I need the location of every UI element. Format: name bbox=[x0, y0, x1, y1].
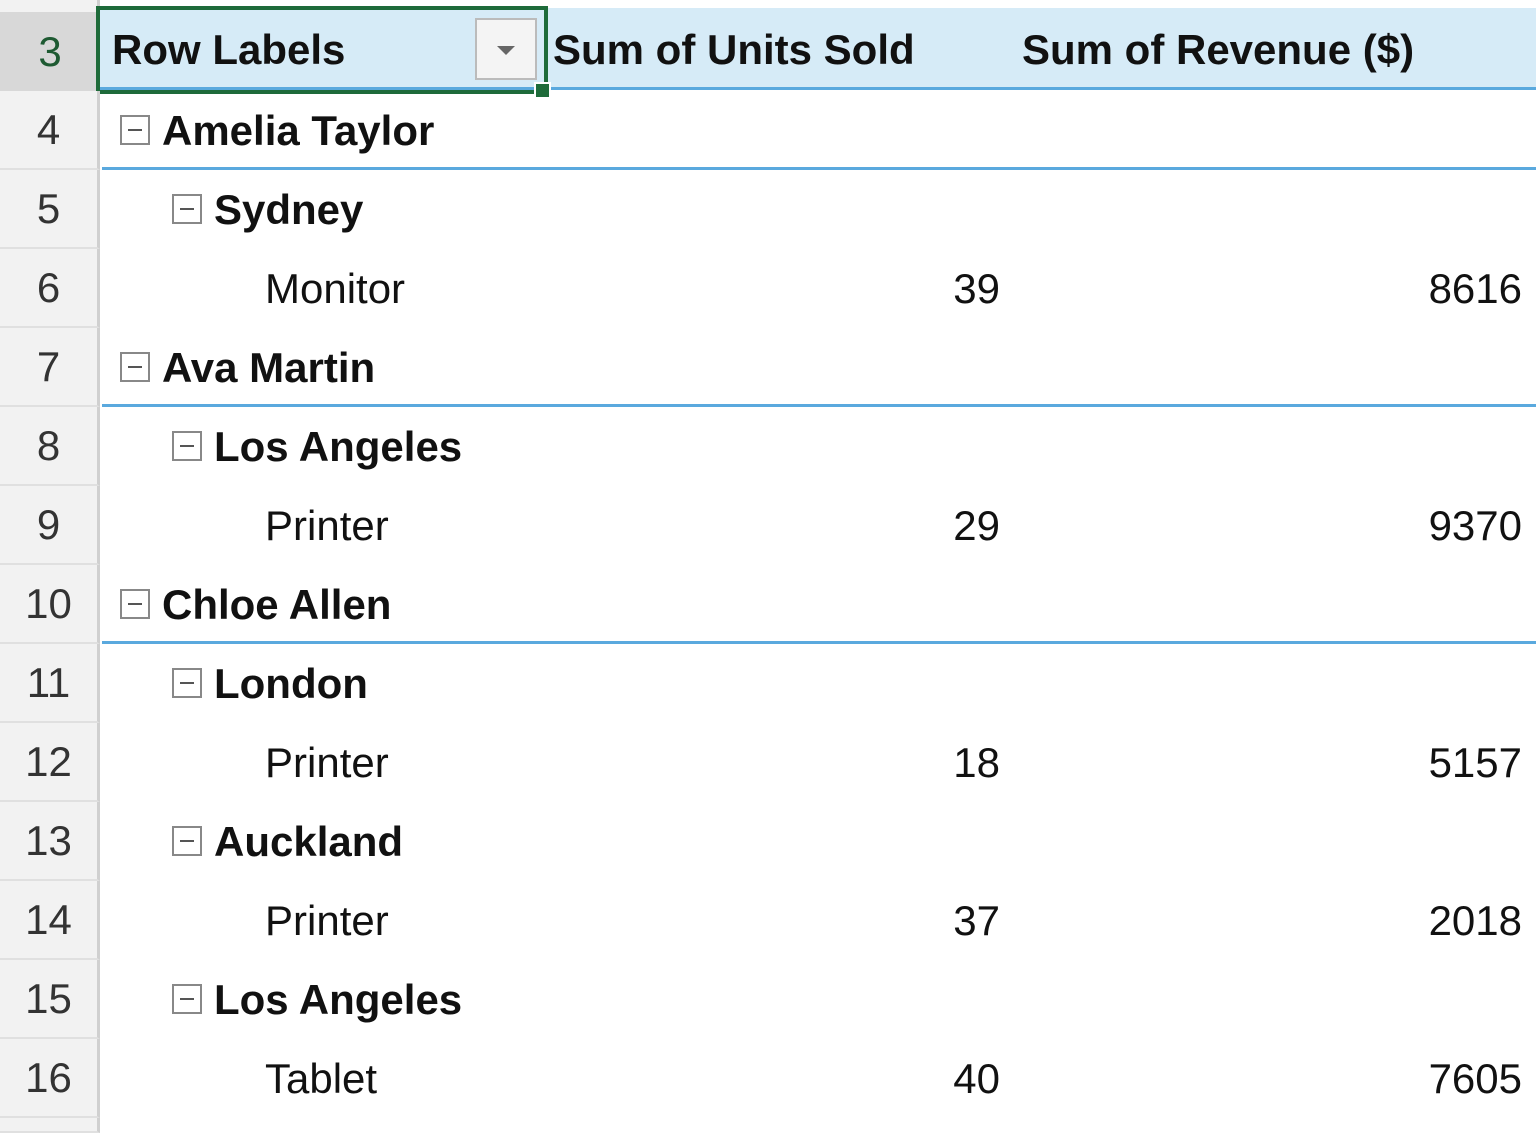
city-label: Sydney bbox=[214, 185, 364, 233]
collapse-button[interactable] bbox=[120, 115, 150, 145]
city-label: Auckland bbox=[214, 817, 404, 865]
header-revenue: Sum of Revenue ($) bbox=[1022, 26, 1415, 73]
units-value: 18 bbox=[953, 738, 1000, 786]
row-number: 6 bbox=[0, 249, 100, 328]
product-label: Printer bbox=[265, 896, 389, 944]
row-number: 10 bbox=[0, 565, 100, 644]
collapse-button[interactable] bbox=[172, 668, 202, 698]
units-value: 40 bbox=[953, 1054, 1000, 1102]
row-number: 4 bbox=[0, 91, 100, 170]
row-number: 12 bbox=[0, 723, 100, 802]
city-label: London bbox=[214, 659, 368, 707]
filter-dropdown[interactable] bbox=[475, 18, 537, 80]
row-number: 3 bbox=[38, 27, 62, 75]
seller-label: Ava Martin bbox=[162, 343, 376, 391]
row-number: 9 bbox=[0, 486, 100, 565]
row-number: 16 bbox=[0, 1039, 100, 1118]
revenue-value: 2018 bbox=[1428, 896, 1522, 944]
row-number: 11 bbox=[0, 644, 100, 723]
dropdown-arrow bbox=[497, 46, 515, 55]
selection-border bbox=[96, 6, 548, 94]
header-row-labels: Row Labels bbox=[112, 26, 346, 73]
units-value: 39 bbox=[953, 264, 1000, 312]
units-value: 29 bbox=[953, 501, 1000, 549]
city-label: Los Angeles bbox=[214, 422, 463, 470]
seller-label: Chloe Allen bbox=[162, 580, 392, 628]
seller-label: Amelia Taylor bbox=[162, 106, 435, 154]
city-label: Los Angeles bbox=[214, 975, 463, 1023]
product-label: Printer bbox=[265, 501, 389, 549]
product-label: Monitor bbox=[265, 264, 406, 312]
fill-handle[interactable] bbox=[534, 82, 551, 99]
collapse-button[interactable] bbox=[120, 589, 150, 619]
group-separator bbox=[102, 404, 1536, 407]
row-number: 5 bbox=[0, 170, 100, 249]
header-row bbox=[100, 8, 1536, 90]
collapse-button[interactable] bbox=[172, 194, 202, 224]
row-number: 15 bbox=[0, 960, 100, 1039]
group-separator bbox=[102, 641, 1536, 644]
collapse-button[interactable] bbox=[172, 431, 202, 461]
revenue-value: 9370 bbox=[1428, 501, 1522, 549]
row-number: 7 bbox=[0, 328, 100, 407]
revenue-value: 7605 bbox=[1428, 1054, 1522, 1102]
product-label: Tablet bbox=[265, 1054, 378, 1102]
units-value: 37 bbox=[953, 896, 1000, 944]
revenue-value: 5157 bbox=[1428, 738, 1522, 786]
product-label: Printer bbox=[265, 738, 389, 786]
row-number: 8 bbox=[0, 407, 100, 486]
collapse-button[interactable] bbox=[172, 826, 202, 856]
row-header-strip bbox=[0, 0, 100, 12]
collapse-button[interactable] bbox=[172, 984, 202, 1014]
collapse-button[interactable] bbox=[120, 352, 150, 382]
row-number: 14 bbox=[0, 881, 100, 960]
group-separator bbox=[102, 167, 1536, 170]
revenue-value: 8616 bbox=[1428, 264, 1522, 312]
row-header-strip bbox=[0, 1118, 100, 1133]
header-units: Sum of Units Sold bbox=[553, 26, 915, 73]
row-number: 13 bbox=[0, 802, 100, 881]
